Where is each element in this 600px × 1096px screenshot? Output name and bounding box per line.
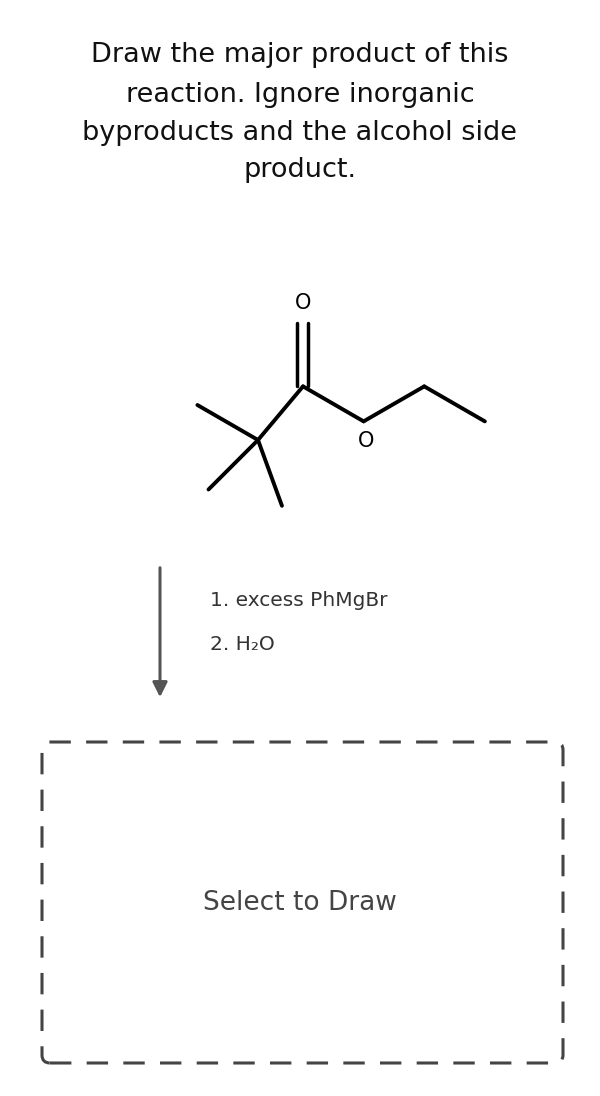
Text: reaction. Ignore inorganic: reaction. Ignore inorganic (125, 82, 475, 109)
Text: 2. H₂O: 2. H₂O (210, 636, 275, 654)
Text: Draw the major product of this: Draw the major product of this (91, 42, 509, 68)
FancyBboxPatch shape (42, 742, 563, 1063)
Text: Select to Draw: Select to Draw (203, 890, 397, 915)
Text: O: O (295, 294, 311, 313)
Text: 1. excess PhMgBr: 1. excess PhMgBr (210, 591, 388, 609)
Text: byproducts and the alcohol side: byproducts and the alcohol side (83, 119, 517, 146)
Text: product.: product. (244, 157, 356, 183)
Text: O: O (358, 432, 374, 452)
